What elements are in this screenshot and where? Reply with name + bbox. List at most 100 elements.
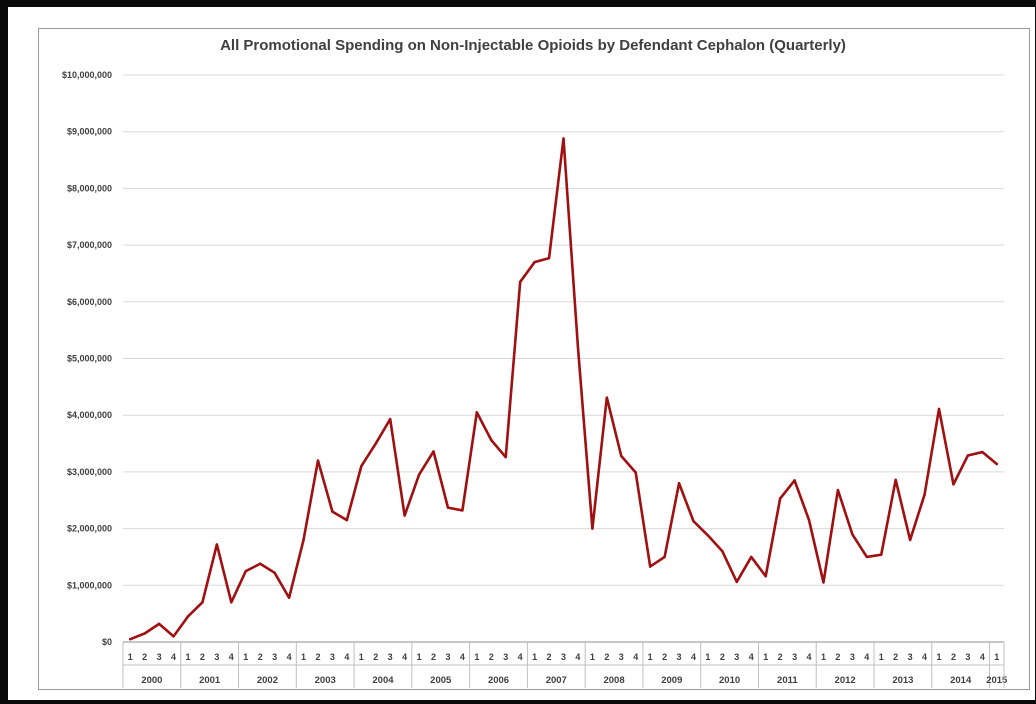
data-point [490,438,493,442]
year-tick-label: 2014 [950,675,972,686]
data-point [937,407,941,411]
quarter-tick-label: 2 [200,652,205,662]
series-layer [128,137,999,641]
quarter-tick-label: 2 [893,652,898,662]
data-point [605,396,609,399]
data-point [677,482,681,485]
data-point [403,514,406,517]
quarter-tick-label: 4 [171,652,176,662]
year-tick-label: 2015 [986,675,1008,686]
y-axis-tick-labels: $0 $1,000,000 $2,000,000 $3,000,000 $4,000,0… [62,70,112,647]
quarter-tick-label: 1 [763,652,768,662]
quarter-tick-label: 1 [474,652,479,662]
quarter-tick-label: 1 [590,652,595,662]
data-point [172,635,175,638]
data-point [547,256,551,260]
data-point [157,622,161,626]
quarter-tick-label: 1 [705,652,710,662]
year-tick-label: 2013 [892,675,913,686]
data-point [750,555,753,559]
data-point [735,580,739,584]
quarter-tick-label: 4 [518,652,523,662]
quarter-tick-label: 1 [359,652,364,662]
data-point [504,455,507,459]
quarter-tick-label: 3 [619,652,624,662]
data-point [287,596,291,599]
quarter-tick-label: 4 [749,652,754,662]
data-point [908,538,912,542]
data-point [807,518,811,522]
quarter-tick-label: 2 [373,652,378,662]
y-tick-label: $2,000,000 [67,524,112,534]
quarter-tick-label: 2 [258,652,263,662]
data-point [634,471,637,474]
y-tick-label: $3,000,000 [67,467,112,477]
quarter-tick-label: 3 [677,652,682,662]
quarter-tick-label: 2 [547,652,552,662]
data-point [273,571,276,575]
quarter-tick-label: 1 [128,652,133,662]
quarter-tick-label: 1 [994,652,999,662]
year-tick-label: 2003 [315,675,336,686]
quarter-tick-label: 3 [792,652,797,662]
data-point [562,137,565,140]
data-point [966,454,970,457]
year-tick-label: 2007 [546,675,567,686]
data-point [316,459,320,462]
quarter-tick-label: 4 [633,652,638,662]
quarter-tick-label: 1 [243,652,248,662]
data-point [591,527,594,530]
data-point [981,450,984,454]
data-point [230,601,233,604]
quarter-tick-label: 2 [951,652,956,662]
data-point [952,483,955,486]
quarter-tick-label: 1 [532,652,537,662]
quarter-tick-label: 2 [142,652,147,662]
data-point [388,417,392,421]
data-point [360,465,363,468]
data-point [518,280,522,284]
data-point [446,506,450,509]
data-point [836,488,840,492]
quarter-tick-label: 4 [229,652,234,662]
data-point [822,581,825,584]
data-point [923,493,926,496]
data-point [475,411,479,414]
quarter-tick-label: 3 [272,652,277,662]
quarter-tick-label: 2 [604,652,609,662]
quarter-tick-label: 3 [214,652,219,662]
data-point [259,562,262,565]
data-point [851,533,854,536]
y-tick-label: $0 [102,637,112,647]
data-point [865,555,868,559]
quarter-tick-label: 1 [185,652,190,662]
data-point [793,479,796,482]
quarter-tick-label: 1 [821,652,826,662]
data-point [778,497,782,500]
data-point [215,543,219,546]
year-tick-label: 2011 [777,675,798,686]
y-tick-label: $1,000,000 [67,580,112,590]
data-point [620,454,623,458]
quarter-tick-label: 4 [980,652,985,662]
data-point [432,450,435,453]
quarter-tick-label: 3 [503,652,508,662]
quarter-tick-label: 1 [648,652,653,662]
data-point [692,520,695,523]
quarter-tick-label: 3 [850,652,855,662]
data-point [331,510,334,513]
data-point [706,534,710,537]
quarter-tick-label: 1 [301,652,306,662]
data-point [721,550,724,553]
quarter-tick-label: 2 [778,652,783,662]
year-tick-label: 2002 [257,675,278,686]
y-tick-label: $7,000,000 [67,240,112,250]
year-tick-label: 2009 [661,675,682,686]
quarter-tick-label: 4 [922,652,927,662]
year-tick-label: 2005 [430,675,452,686]
quarter-tick-label: 4 [287,652,292,662]
quarter-tick-label: 4 [691,652,696,662]
y-tick-label: $10,000,000 [62,70,112,80]
data-point [302,538,305,542]
